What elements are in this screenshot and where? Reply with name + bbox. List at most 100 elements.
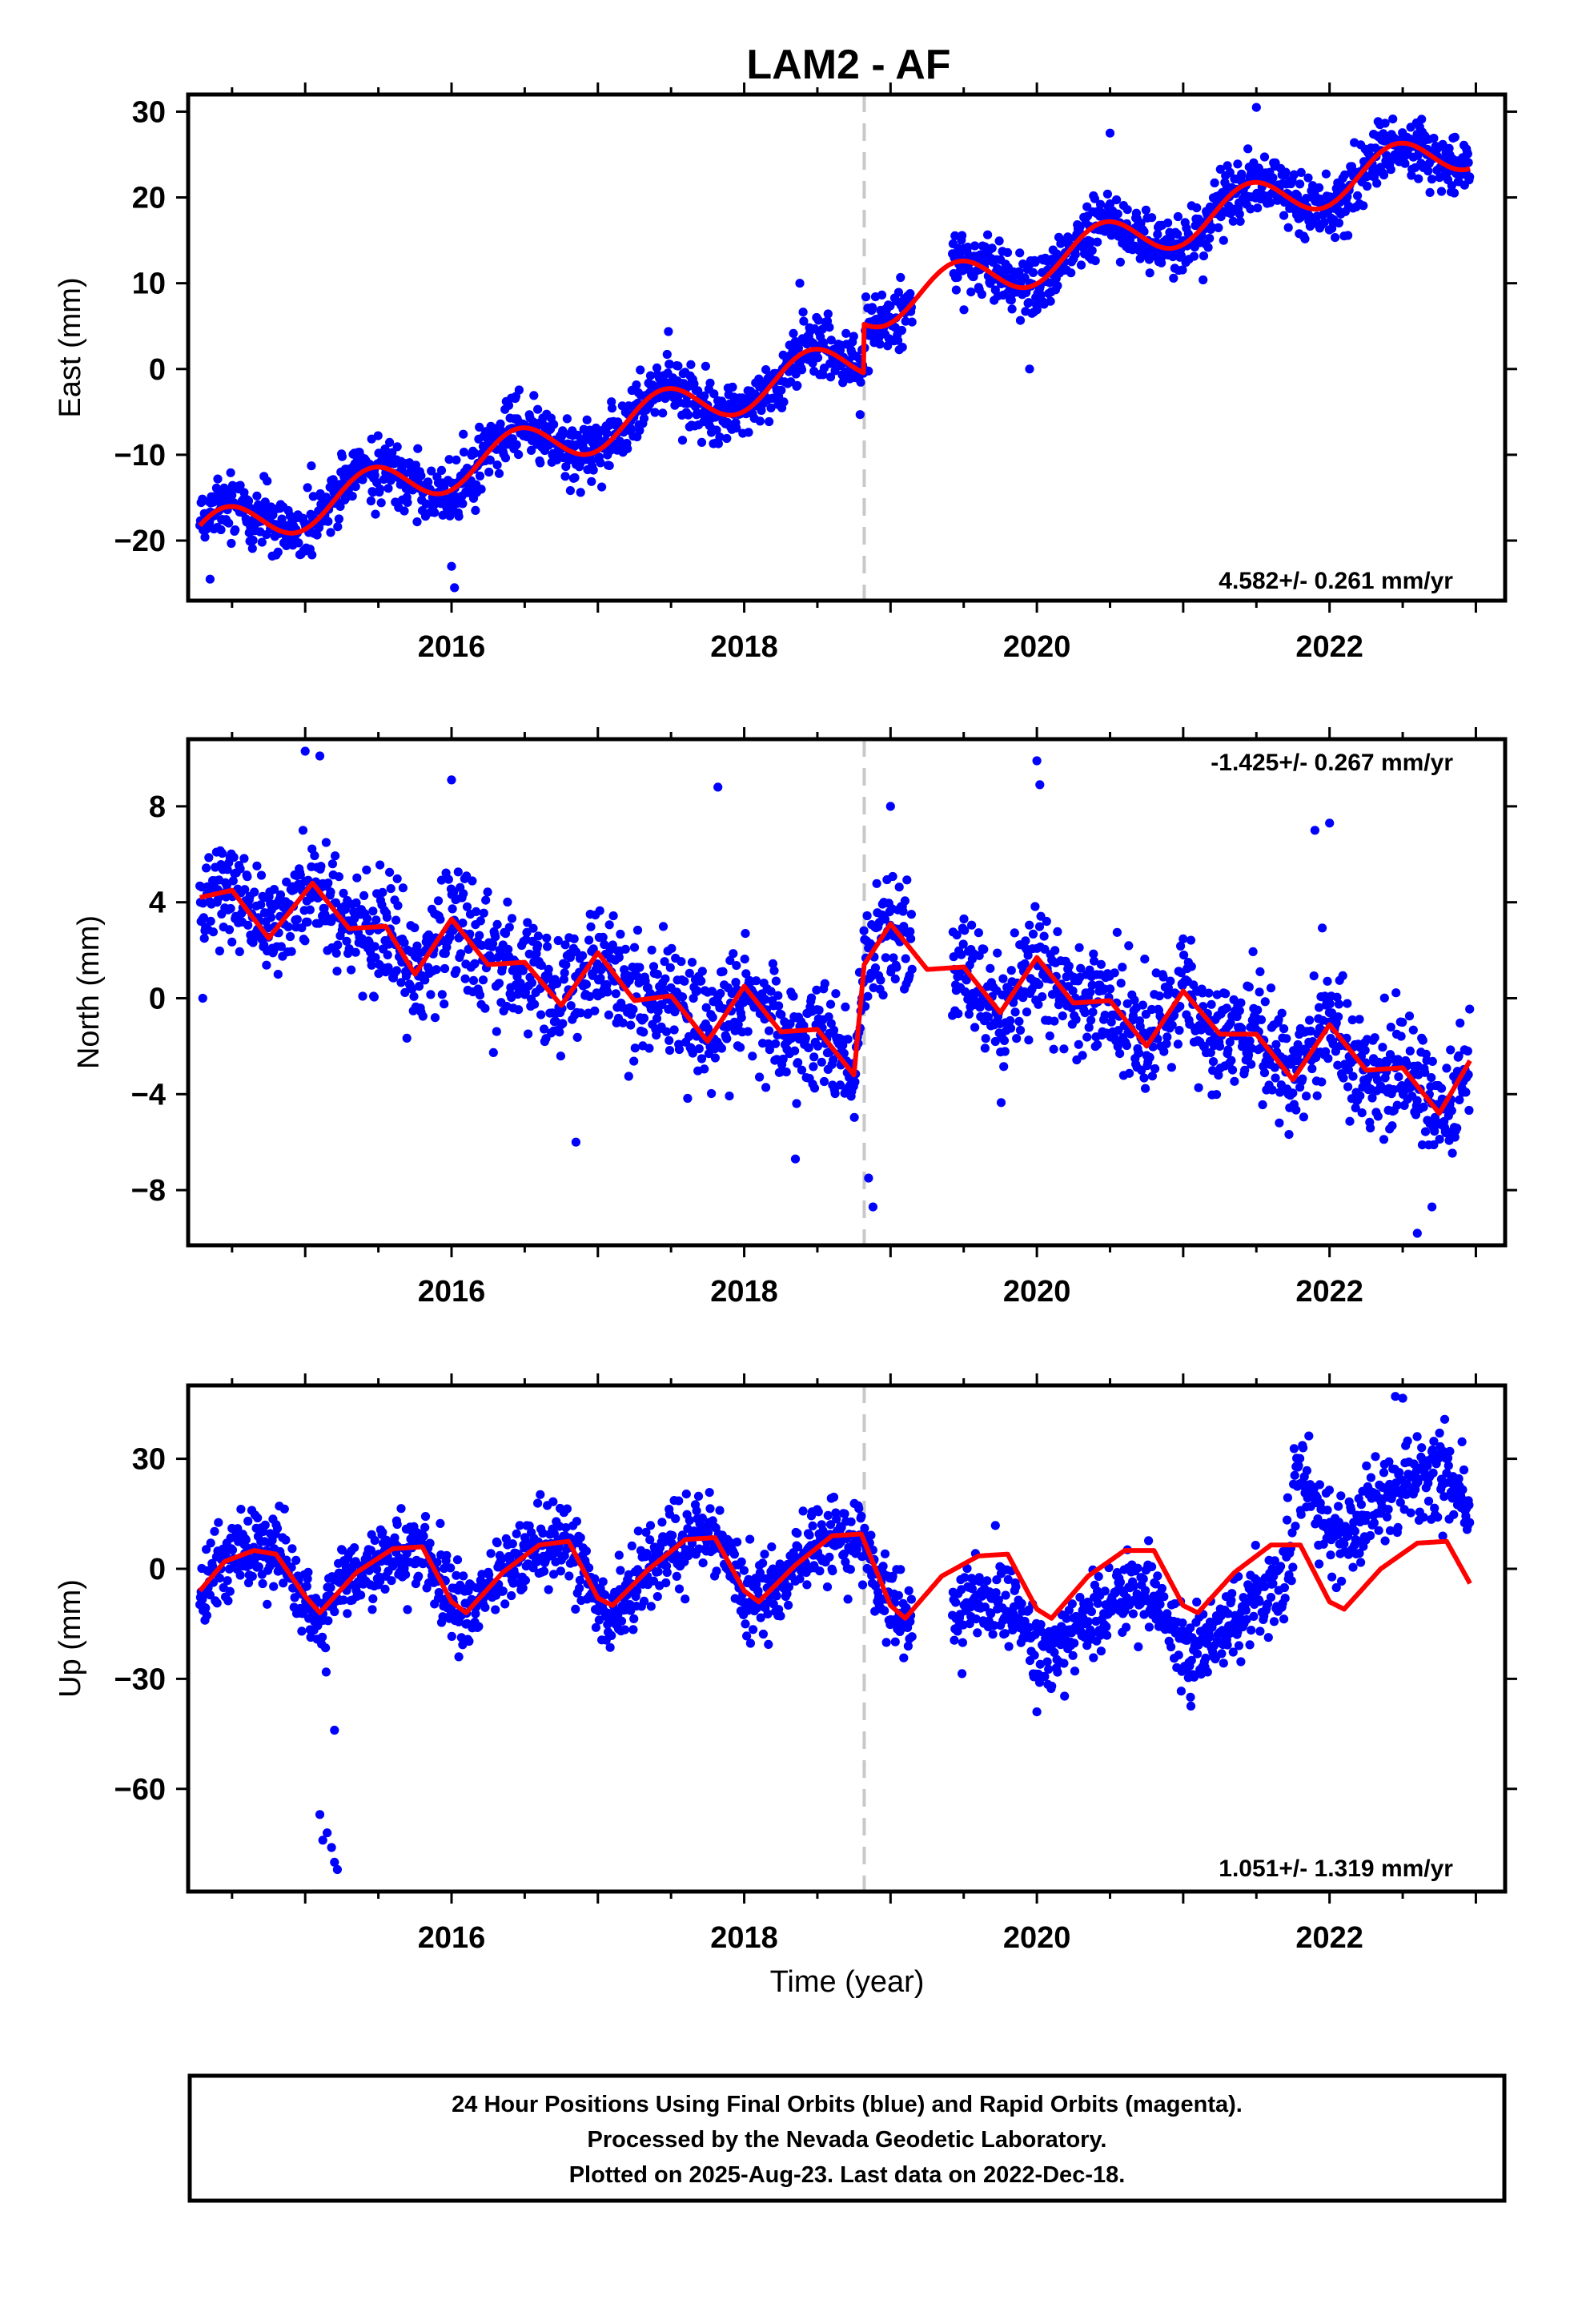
north-obs-point: [1106, 984, 1115, 994]
east-obs-point: [1087, 246, 1097, 255]
east-rate-label: 4.582+/- 0.261 mm/yr: [1219, 568, 1453, 594]
north-obs-point: [1222, 1003, 1231, 1013]
north-obs-point: [369, 992, 379, 1002]
north-obs-point: [906, 910, 916, 919]
up-obs-point: [318, 1632, 327, 1642]
north-obs-point: [1125, 1068, 1134, 1078]
north-obs-point: [321, 838, 331, 847]
north-obs-point: [1405, 1046, 1415, 1055]
north-obs-point: [771, 976, 781, 986]
north-obs-point: [470, 959, 480, 968]
north-obs-point: [202, 863, 211, 873]
east-obs-point: [565, 486, 576, 496]
north-obs-point: [1166, 976, 1175, 986]
up-obs-point: [223, 1596, 233, 1606]
east-obs-point: [1279, 211, 1289, 220]
up-obs-point: [269, 1582, 279, 1591]
east-obs-point: [1090, 194, 1099, 203]
north-obs-point: [572, 1032, 582, 1042]
east-obs-point: [458, 499, 468, 509]
north-obs-point: [1323, 976, 1332, 986]
north-obs-point: [1221, 989, 1231, 999]
north-obs-point: [683, 1093, 693, 1104]
north-obs-point: [504, 944, 513, 954]
north-obs-point: [970, 1023, 980, 1032]
north-obs-point: [1408, 1025, 1418, 1035]
north-obs-point: [618, 1018, 628, 1027]
north-obs-point: [566, 1001, 576, 1011]
north-obs-point: [693, 986, 702, 995]
north-obs-point: [418, 1011, 428, 1021]
north-obs-point: [561, 960, 571, 970]
east-obs-point: [789, 328, 798, 338]
north-obs-point: [1205, 1027, 1215, 1036]
north-obs-point: [829, 1025, 839, 1035]
east-obs-point: [587, 476, 596, 486]
north-obs-point: [1179, 951, 1189, 960]
up-obs-point: [749, 1625, 758, 1634]
east-obs-point: [1425, 187, 1435, 197]
north-obs-point: [1087, 980, 1097, 990]
north-obs-point: [680, 976, 689, 986]
north-obs-point: [1370, 1033, 1379, 1043]
north-obs-point: [888, 871, 897, 882]
north-obs-point: [967, 920, 977, 930]
east-obs-point: [1427, 175, 1437, 184]
north-obs-point: [1068, 986, 1078, 995]
east-clip-group: [195, 94, 1475, 601]
north-obs-point: [620, 944, 630, 954]
east-obs-point: [226, 468, 235, 477]
east-obs-point: [430, 508, 440, 517]
east-y-tick-label: 20: [132, 182, 166, 215]
north-obs-point: [370, 942, 379, 951]
east-obs-point: [1259, 152, 1270, 162]
north-obs-point: [957, 950, 966, 959]
north-obs-point: [809, 1062, 818, 1072]
north-obs-point: [351, 947, 360, 957]
east-obs-point: [1215, 164, 1225, 174]
east-obs-point: [893, 336, 903, 345]
north-obs-point: [725, 955, 735, 965]
up-obs-point: [767, 1542, 777, 1552]
east-obs-point: [604, 460, 614, 471]
east-obs-point: [1015, 248, 1025, 258]
east-obs-point: [1223, 161, 1232, 171]
north-obs-point: [243, 872, 252, 882]
east-obs-point: [705, 378, 715, 388]
east-obs-point: [1237, 169, 1247, 179]
up-obs-point: [802, 1580, 812, 1590]
up-obs-point: [202, 1610, 211, 1620]
north-obs-point: [1355, 1091, 1365, 1100]
east-obs-point: [475, 422, 484, 432]
up-obs-point: [571, 1604, 580, 1614]
north-obs-point: [789, 991, 798, 1001]
up-obs-point: [661, 1578, 671, 1588]
north-obs-point: [430, 1013, 440, 1023]
north-observation-points: [195, 746, 1475, 1238]
north-obs-point: [1387, 1121, 1397, 1131]
north-obs-point: [460, 974, 470, 983]
up-obs-point: [392, 1519, 402, 1530]
up-obs-point: [486, 1549, 496, 1558]
up-obs-point: [672, 1571, 681, 1581]
east-obs-point: [1139, 227, 1149, 236]
north-obs-point: [412, 941, 422, 951]
north-obs-point: [604, 920, 614, 930]
east-obs-point: [211, 483, 221, 493]
north-obs-point: [661, 974, 670, 983]
east-obs-point: [400, 506, 409, 516]
north-obs-point: [472, 907, 481, 916]
north-obs-point: [1034, 999, 1043, 1009]
east-obs-point: [1046, 296, 1055, 306]
north-obs-point: [752, 976, 761, 986]
up-obs-point: [772, 1591, 781, 1601]
up-obs-point: [253, 1513, 263, 1522]
east-obs-point: [607, 404, 617, 413]
north-obs-point: [402, 1033, 412, 1043]
north-obs-point: [771, 1039, 781, 1048]
north-obs-point: [1076, 963, 1086, 973]
north-obs-point: [1049, 1044, 1058, 1054]
north-obs-point: [814, 1005, 824, 1015]
north-data-layer: [195, 739, 1475, 1245]
